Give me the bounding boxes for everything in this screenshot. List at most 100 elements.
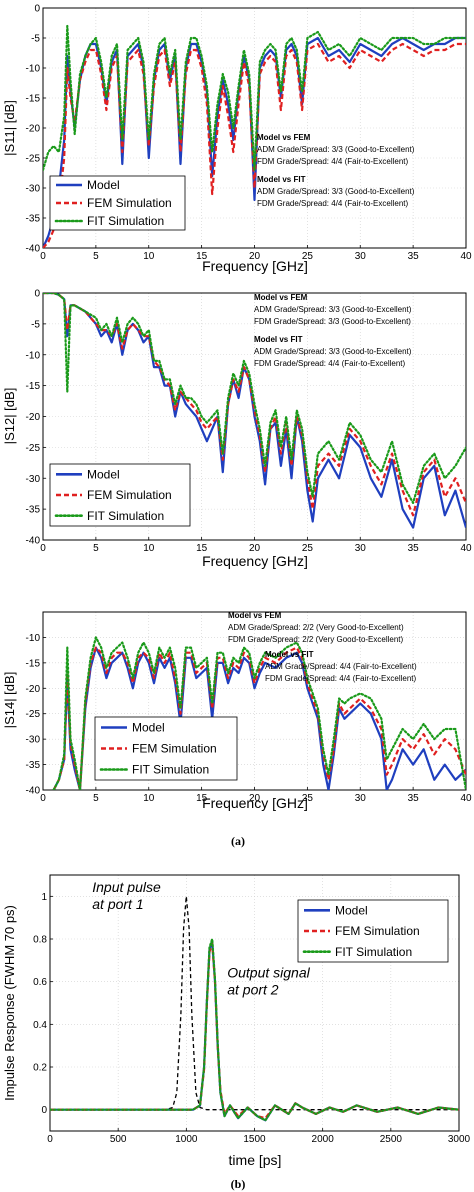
y-axis-label: |S14| [dB] xyxy=(2,672,17,729)
legend-entry: FIT Simulation xyxy=(335,945,412,959)
x-tick-label: 2500 xyxy=(380,1134,403,1145)
y-tick-label: -5 xyxy=(31,319,40,330)
y-tick-label: -20 xyxy=(26,412,41,423)
y-tick-label: -35 xyxy=(26,760,41,771)
legend-entry: FIT Simulation xyxy=(87,509,164,523)
y-tick-label: -40 xyxy=(26,244,41,255)
y-tick-label: -10 xyxy=(26,350,41,361)
y-tick-label: 0.6 xyxy=(33,977,47,988)
x-tick-label: 0 xyxy=(40,251,46,262)
x-tick-label: 25 xyxy=(302,543,314,554)
x-axis-label: Frequency [GHz] xyxy=(202,795,308,811)
y-tick-label: -25 xyxy=(26,709,41,720)
y-tick-label: -30 xyxy=(26,474,41,485)
series-line-fit-simulation xyxy=(43,293,466,504)
x-tick-label: 40 xyxy=(460,251,472,262)
legend-entry: Model xyxy=(132,721,165,735)
chart-panel-1: 0 5 10 15 20 25 30 35 40 0 -5 -10 -15 -20 -25 -30 -35 -40… xyxy=(2,4,472,275)
x-tick-label: 35 xyxy=(408,251,420,262)
comparison-heading: Model vs FIT xyxy=(257,175,306,184)
pulse-annotation: Input pulse xyxy=(92,879,161,895)
x-tick-label: 1000 xyxy=(175,1134,198,1145)
chart-panel-2: 0 5 10 15 20 25 30 35 40 0 -5 -10 -15 -20 -25 -30 -35 -40… xyxy=(2,289,472,570)
y-tick-label: 0.4 xyxy=(33,1020,47,1031)
y-tick-label: 0.8 xyxy=(33,935,47,946)
grade-spread-line: ADM Grade/Spread: 2/2 (Very Good-to-Exce… xyxy=(228,623,404,632)
x-tick-label: 2000 xyxy=(312,1134,335,1145)
y-tick-label: -10 xyxy=(26,64,41,75)
y-tick-label: -20 xyxy=(26,684,41,695)
comparison-heading: Model vs FIT xyxy=(265,650,314,659)
y-tick-label: -35 xyxy=(26,214,41,225)
series-line-model xyxy=(43,293,466,529)
series-line-input xyxy=(50,895,459,1111)
grade-spread-line: ADM Grade/Spread: 3/3 (Good-to-Excellent… xyxy=(254,305,412,314)
x-tick-label: 0 xyxy=(47,1134,53,1145)
y-tick-label: 0 xyxy=(34,289,40,300)
legend-entry: FEM Simulation xyxy=(132,742,217,756)
grade-spread-line: ADM Grade/Spread: 3/3 (Good-to-Excellent… xyxy=(257,187,415,196)
y-tick-label: -5 xyxy=(31,34,40,45)
x-tick-label: 25 xyxy=(302,251,314,262)
y-tick-label: -15 xyxy=(26,94,41,105)
y-tick-label: -10 xyxy=(26,633,41,644)
series-line-fem-simulation xyxy=(43,42,466,248)
grade-spread-line: FDM Grade/Spread: 4/4 (Fair-to-Excellent… xyxy=(265,674,416,683)
legend-entry: FEM Simulation xyxy=(87,196,172,210)
legend-entry: FEM Simulation xyxy=(335,924,420,938)
x-tick-label: 40 xyxy=(460,793,472,804)
x-tick-label: 3000 xyxy=(448,1134,471,1145)
x-tick-label: 15 xyxy=(196,251,208,262)
x-tick-label: 5 xyxy=(93,793,99,804)
x-axis-label: Frequency [GHz] xyxy=(202,553,308,569)
x-tick-label: 5 xyxy=(93,543,99,554)
x-axis-label: Frequency [GHz] xyxy=(202,258,308,274)
pulse-annotation: at port 2 xyxy=(227,981,279,997)
x-tick-label: 35 xyxy=(408,543,420,554)
y-tick-label: -20 xyxy=(26,124,41,135)
y-tick-label: -15 xyxy=(26,658,41,669)
series-line-model xyxy=(52,646,466,790)
legend-entry: Model xyxy=(87,468,120,482)
grade-spread-line: FDM Grade/Spread: 4/4 (Fair-to-Excellent… xyxy=(257,157,408,166)
y-tick-label: -25 xyxy=(26,443,41,454)
legend-entry: Model xyxy=(87,178,120,192)
y-axis-label: |S12| [dB] xyxy=(2,388,17,445)
y-tick-label: 0 xyxy=(34,4,40,15)
grade-spread-line: ADM Grade/Spread: 3/3 (Good-to-Excellent… xyxy=(254,347,412,356)
x-tick-label: 0 xyxy=(40,793,46,804)
y-tick-label: -30 xyxy=(26,735,41,746)
grade-spread-line: FDM Grade/Spread: 4/4 (Fair-to-Excellent… xyxy=(254,359,405,368)
y-tick-label: -15 xyxy=(26,381,41,392)
comparison-heading: Model vs FEM xyxy=(254,293,308,302)
legend-entry: FIT Simulation xyxy=(87,214,164,228)
x-tick-label: 20 xyxy=(249,543,261,554)
x-axis-label: time [ps] xyxy=(229,1152,282,1168)
x-tick-label: 30 xyxy=(355,543,367,554)
grade-spread-line: FDM Grade/Spread: 4/4 (Fair-to-Excellent… xyxy=(257,199,408,208)
series-line-fit-simulation xyxy=(52,636,466,790)
y-tick-label: -40 xyxy=(26,536,41,547)
x-tick-label: 10 xyxy=(143,543,155,554)
pulse-annotation: Output signal xyxy=(227,964,310,980)
x-tick-label: 40 xyxy=(460,543,472,554)
y-tick-label: -25 xyxy=(26,154,41,165)
x-tick-label: 0 xyxy=(40,543,46,554)
chart-panel-3: 0 5 10 15 20 25 30 35 40 -10 -15 -20 -25 -30 -35 -40 Fre… xyxy=(2,611,472,811)
y-tick-label: -30 xyxy=(26,184,41,195)
x-tick-label: 500 xyxy=(110,1134,127,1145)
x-tick-label: 20 xyxy=(249,251,261,262)
comparison-heading: Model vs FIT xyxy=(254,335,303,344)
x-tick-label: 5 xyxy=(93,251,99,262)
y-tick-label: 1 xyxy=(41,892,47,903)
x-tick-label: 35 xyxy=(408,793,420,804)
grade-spread-line: ADM Grade/Spread: 3/3 (Good-to-Excellent… xyxy=(257,145,415,154)
x-tick-label: 25 xyxy=(302,793,314,804)
pulse-annotation: at port 1 xyxy=(92,896,143,912)
series-line-fit-simulation xyxy=(50,937,459,1122)
y-tick-label: -40 xyxy=(26,786,41,797)
y-axis-label: |S11| [dB] xyxy=(2,100,17,156)
series-group xyxy=(43,293,466,529)
grade-spread-line: FDM Grade/Spread: 3/3 (Good-to-Excellent… xyxy=(254,317,411,326)
x-tick-label: 15 xyxy=(196,793,208,804)
